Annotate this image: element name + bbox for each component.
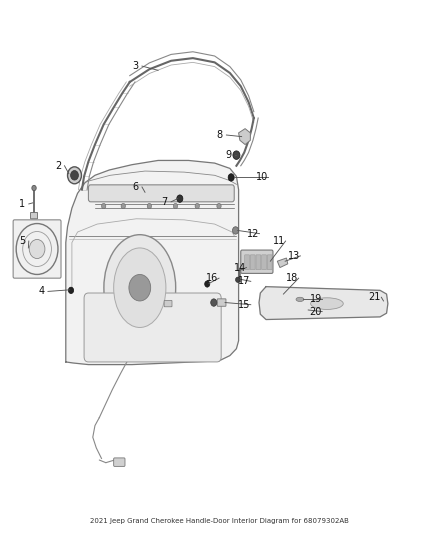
Text: 18: 18 — [286, 273, 298, 283]
Circle shape — [71, 171, 78, 180]
Text: 21: 21 — [369, 292, 381, 302]
Polygon shape — [277, 258, 288, 268]
FancyBboxPatch shape — [88, 185, 234, 202]
FancyBboxPatch shape — [267, 255, 272, 270]
Circle shape — [173, 204, 178, 209]
FancyBboxPatch shape — [114, 458, 125, 466]
Text: 19: 19 — [310, 294, 322, 304]
Circle shape — [217, 204, 221, 209]
Text: 10: 10 — [255, 172, 268, 182]
Circle shape — [147, 204, 152, 209]
Polygon shape — [66, 160, 239, 365]
FancyBboxPatch shape — [217, 299, 226, 306]
FancyBboxPatch shape — [261, 255, 266, 270]
Circle shape — [121, 204, 125, 209]
Text: 1: 1 — [19, 199, 25, 209]
Text: 13: 13 — [288, 251, 300, 261]
Text: 3: 3 — [132, 61, 138, 71]
Ellipse shape — [104, 235, 176, 341]
Circle shape — [29, 239, 45, 259]
FancyBboxPatch shape — [13, 220, 61, 278]
Circle shape — [177, 195, 183, 203]
Text: 5: 5 — [19, 236, 25, 246]
FancyBboxPatch shape — [164, 301, 172, 307]
Text: 20: 20 — [309, 306, 322, 317]
Text: 14: 14 — [234, 263, 246, 272]
Circle shape — [32, 185, 36, 191]
Text: 12: 12 — [247, 229, 259, 239]
FancyBboxPatch shape — [245, 255, 250, 270]
Text: 11: 11 — [273, 236, 285, 246]
Text: 9: 9 — [226, 150, 232, 160]
Text: 4: 4 — [39, 286, 45, 296]
FancyBboxPatch shape — [84, 293, 221, 362]
Text: 16: 16 — [206, 273, 219, 283]
Circle shape — [233, 151, 240, 159]
Circle shape — [68, 287, 74, 294]
Text: 7: 7 — [162, 197, 168, 207]
FancyBboxPatch shape — [251, 255, 255, 270]
FancyBboxPatch shape — [31, 213, 38, 219]
Circle shape — [236, 277, 240, 282]
Polygon shape — [239, 128, 251, 144]
Circle shape — [67, 167, 81, 184]
Circle shape — [205, 281, 210, 287]
Circle shape — [129, 274, 151, 301]
Circle shape — [228, 174, 234, 181]
Circle shape — [233, 227, 239, 234]
Circle shape — [102, 204, 106, 209]
FancyBboxPatch shape — [241, 250, 273, 273]
Ellipse shape — [311, 298, 343, 310]
Text: 8: 8 — [217, 130, 223, 140]
Circle shape — [211, 299, 217, 306]
Circle shape — [195, 204, 199, 209]
Text: 2021 Jeep Grand Cherokee Handle-Door Interior Diagram for 68079302AB: 2021 Jeep Grand Cherokee Handle-Door Int… — [89, 518, 349, 524]
Text: 17: 17 — [238, 276, 251, 286]
Polygon shape — [259, 287, 388, 319]
Text: 15: 15 — [238, 300, 251, 310]
Text: 6: 6 — [132, 182, 138, 192]
Text: 2: 2 — [55, 161, 61, 171]
FancyBboxPatch shape — [256, 255, 261, 270]
Ellipse shape — [296, 297, 304, 302]
Ellipse shape — [114, 248, 166, 327]
